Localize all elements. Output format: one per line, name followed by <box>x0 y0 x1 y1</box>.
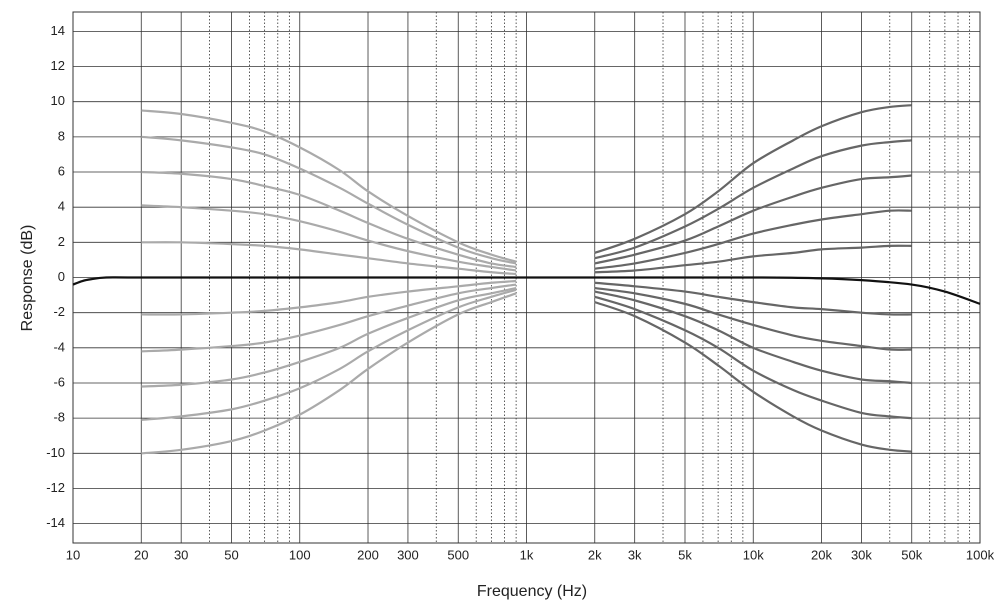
x-tick-label: 50k <box>901 547 922 562</box>
y-tick-label: -12 <box>46 480 65 495</box>
x-axis-title: Frequency (Hz) <box>477 583 587 600</box>
x-tick-label: 300 <box>397 547 419 562</box>
x-tick-label: 3k <box>628 547 642 562</box>
x-tick-label: 100k <box>966 547 995 562</box>
response-curve <box>141 288 517 422</box>
x-tick-label: 30 <box>174 547 188 562</box>
x-tick-label: 30k <box>851 547 872 562</box>
response-curve <box>594 139 912 260</box>
response-curve <box>141 109 517 263</box>
y-axis-title: Response (dB) <box>19 225 36 332</box>
response-curve <box>141 135 517 265</box>
response-curve <box>594 301 912 453</box>
y-tick-label: -14 <box>46 515 65 530</box>
response-curve <box>594 286 912 351</box>
x-tick-label: 20 <box>134 547 148 562</box>
response-curve <box>141 241 517 276</box>
y-tick-label: 6 <box>58 163 65 178</box>
y-tick-label: 12 <box>51 58 65 73</box>
x-tick-label: 1k <box>520 547 534 562</box>
response-curve <box>594 295 912 420</box>
response-curve <box>594 104 912 254</box>
y-tick-label: 14 <box>51 23 65 38</box>
response-curve <box>141 283 517 353</box>
y-tick-label: -4 <box>53 339 65 354</box>
x-tick-label: 200 <box>357 547 379 562</box>
x-tick-label: 500 <box>447 547 469 562</box>
y-tick-label: 10 <box>51 93 65 108</box>
response-curve <box>594 174 912 265</box>
response-curve <box>141 279 517 316</box>
x-tick-label: 50 <box>224 547 238 562</box>
y-tick-label: -6 <box>53 374 65 389</box>
response-curve <box>594 244 912 274</box>
response-curve <box>141 204 517 272</box>
response-curve <box>141 292 517 455</box>
x-tick-label: 100 <box>289 547 311 562</box>
y-tick-label: 0 <box>58 269 65 284</box>
plot-frame <box>72 11 981 544</box>
y-tick-label: -2 <box>53 304 65 319</box>
response-curve <box>141 286 517 388</box>
response-curve <box>594 281 912 316</box>
response-curve <box>72 276 981 305</box>
response-curve <box>141 170 517 269</box>
x-tick-label: 10k <box>743 547 764 562</box>
x-tick-label: 5k <box>678 547 692 562</box>
x-tick-label: 2k <box>588 547 602 562</box>
y-tick-label: 8 <box>58 128 65 143</box>
y-tick-label: 4 <box>58 199 65 214</box>
response-curve <box>594 290 912 385</box>
y-tick-label: -8 <box>53 410 65 425</box>
x-tick-label: 10 <box>66 547 80 562</box>
y-tick-label: 2 <box>58 234 65 249</box>
y-tick-label: -10 <box>46 445 65 460</box>
x-tick-label: 20k <box>811 547 832 562</box>
response-curve <box>594 209 912 270</box>
